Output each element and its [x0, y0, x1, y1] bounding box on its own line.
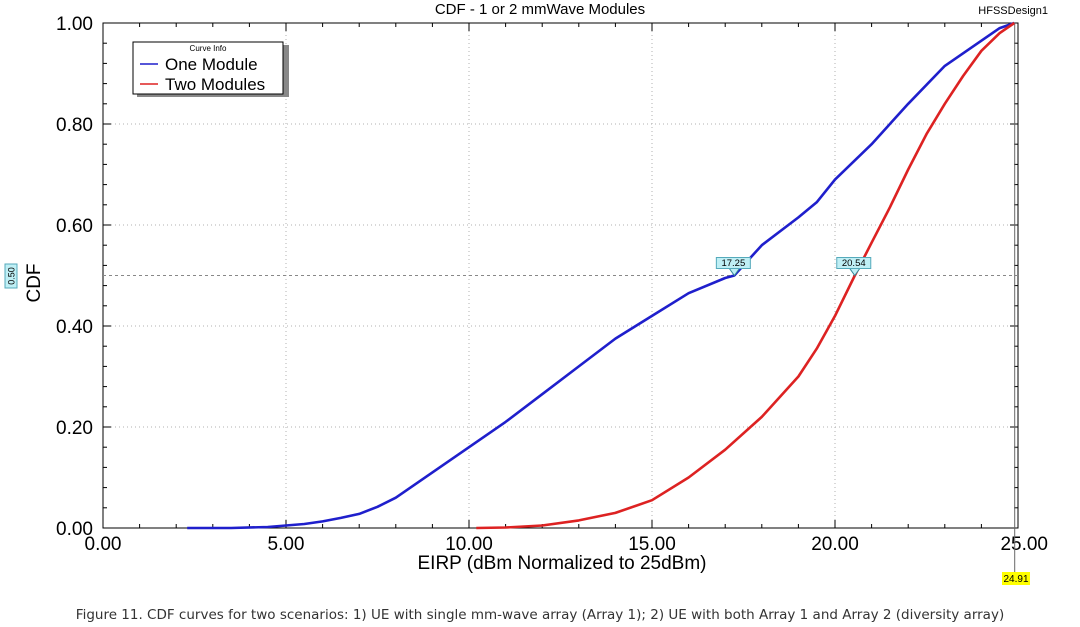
- point-marker-label-box: [836, 257, 872, 269]
- series-lines: [187, 21, 1016, 530]
- grid-lines: [103, 23, 1018, 528]
- y-marker-label-text: 0.50: [7, 267, 17, 285]
- point-marker-label-box: [715, 257, 751, 269]
- chart-title: CDF - 1 or 2 mmWave Modules: [435, 1, 645, 18]
- x-axis-label: EIRP (dBm Normalized to 25dBm): [418, 553, 707, 574]
- x-tick-label: 20.00: [811, 534, 859, 555]
- y-marker-label: 0.50: [4, 263, 18, 289]
- legend: Curve Info One Module Two Modules: [132, 41, 289, 97]
- point-marker-triangle: [848, 268, 861, 277]
- series-line-one-module: [187, 21, 1015, 530]
- y-tick-label: 1.00: [56, 14, 93, 35]
- x-marker-label-text: 24.91: [1003, 574, 1028, 585]
- legend-label-one-module: One Module: [165, 55, 258, 74]
- x-tick-label: 15.00: [628, 534, 676, 555]
- y-tick-label: 0.80: [56, 115, 93, 136]
- x-marker-label: 24.91: [1002, 572, 1030, 585]
- legend-label-two-modules: Two Modules: [165, 75, 265, 94]
- legend-title: Curve Info: [190, 44, 227, 53]
- point-markers: 17.25 20.54: [715, 257, 872, 277]
- point-marker-label: 20.54: [842, 258, 866, 269]
- design-name: HFSSDesign1: [978, 5, 1048, 17]
- x-tick-label: 25.00: [1000, 534, 1048, 555]
- x-tick-label: 5.00: [268, 534, 305, 555]
- x-tick-label: 0.00: [85, 534, 122, 555]
- series-line-two-modules: [476, 21, 1016, 530]
- y-tick-label: 0.20: [56, 418, 93, 439]
- y-axis-label: CDF: [24, 263, 45, 302]
- y-tick-label: 0.40: [56, 317, 93, 338]
- y-tick-label: 0.00: [56, 519, 93, 540]
- figure-caption: Figure 11. CDF curves for two scenarios:…: [75, 607, 1005, 623]
- y-axis-ticks: 0.00 0.20 0.40 0.60 0.80 1.00: [56, 14, 1018, 540]
- x-tick-label: 10.00: [445, 534, 493, 555]
- cdf-chart: 0.00 0.20 0.40 0.60 0.80 1.00 0.00 5.00 10.00 15…: [4, 1, 1048, 585]
- point-marker-label: 17.25: [721, 258, 745, 269]
- y-tick-label: 0.60: [56, 216, 93, 237]
- x-axis-ticks: 0.00 5.00 10.00 15.00 20.00 25.00: [85, 23, 1048, 555]
